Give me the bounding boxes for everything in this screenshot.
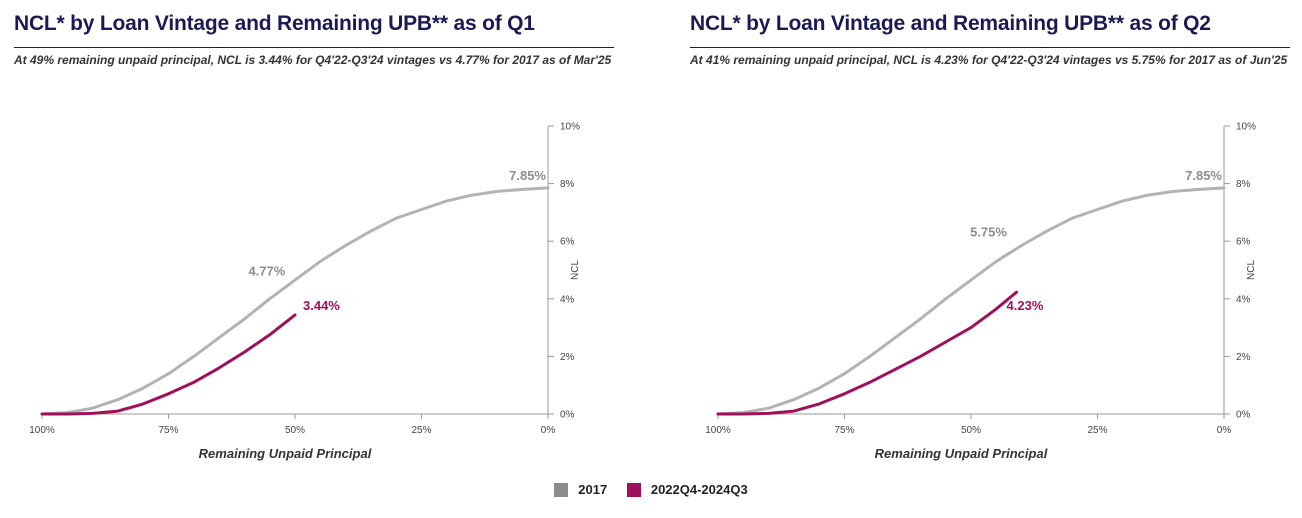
x-tick-label: 25% (411, 425, 431, 436)
legend: 2017 2022Q4-2024Q3 (0, 482, 1302, 500)
series-line-2017 (40, 186, 550, 416)
x-tick-label: 75% (834, 425, 854, 436)
x-tick-label: 75% (158, 425, 178, 436)
x-tick-label: 100% (29, 425, 55, 436)
y-tick-label: 0% (1236, 410, 1251, 421)
legend-label: 2022Q4-2024Q3 (650, 482, 748, 497)
legend-swatch-2022q4-2024q3 (626, 482, 641, 497)
chart-panel-q1: NCL* by Loan Vintage and Remaining UPB**… (14, 0, 614, 470)
x-tick-label: 50% (961, 425, 981, 436)
x-tick-label: 50% (285, 425, 305, 436)
y-tick-label: 10% (560, 122, 580, 133)
x-axis-label: Remaining Unpaid Principal (875, 446, 1048, 461)
x-tick-label: 0% (1217, 425, 1232, 436)
y-tick-label: 6% (1236, 237, 1251, 248)
series-line-2022q4-2024q3 (40, 313, 297, 416)
chart-subtitle: At 49% remaining unpaid principal, NCL i… (14, 53, 612, 67)
series-line-2022q4-2024q3 (716, 290, 1018, 416)
y-tick-label: 4% (560, 294, 575, 305)
data-label: 4.77% (248, 264, 285, 279)
y-tick-label: 0% (560, 410, 575, 421)
y-tick-label: 4% (1236, 294, 1251, 305)
chart-title: NCL* by Loan Vintage and Remaining UPB**… (690, 12, 1211, 35)
data-label: 5.75% (970, 225, 1007, 240)
chart-title: NCL* by Loan Vintage and Remaining UPB**… (14, 12, 535, 35)
y-tick-label: 8% (1236, 179, 1251, 190)
y-axis-label: NCL (1246, 260, 1257, 280)
x-axis-label: Remaining Unpaid Principal (199, 446, 372, 461)
y-tick-label: 2% (560, 352, 575, 363)
series-line-2017 (716, 186, 1226, 416)
data-label: 7.85% (509, 168, 546, 183)
legend-swatch-2017 (554, 482, 569, 497)
data-label: 3.44% (303, 298, 340, 313)
ncl-chart-q1: 100% 75% 50% 25% 0% 0% 2% 4% 6% 8% 10% NCL Remaining… (29, 122, 581, 462)
chart-subtitle: At 41% remaining unpaid principal, NCL i… (690, 53, 1288, 67)
legend-label: 2017 (578, 482, 608, 497)
chart-panel-q2: NCL* by Loan Vintage and Remaining UPB**… (690, 0, 1290, 470)
title-divider (690, 47, 1290, 48)
legend-item-2017: 2017 (554, 482, 607, 497)
y-tick-label: 8% (560, 179, 575, 190)
x-tick-label: 100% (705, 425, 731, 436)
x-tick-label: 25% (1087, 425, 1107, 436)
legend-item-2022q4-2024q3: 2022Q4-2024Q3 (626, 482, 748, 497)
title-divider (14, 47, 614, 48)
x-tick-label: 0% (541, 425, 556, 436)
data-label: 7.85% (1185, 168, 1222, 183)
data-label: 4.23% (1007, 298, 1044, 313)
y-tick-label: 10% (1236, 122, 1256, 133)
y-tick-label: 2% (1236, 352, 1251, 363)
y-tick-label: 6% (560, 237, 575, 248)
y-axis-label: NCL (570, 260, 581, 280)
ncl-chart-q2: 100% 75% 50% 25% 0% 0% 2% 4% 6% 8% 10% NCL Remaining… (705, 122, 1257, 462)
